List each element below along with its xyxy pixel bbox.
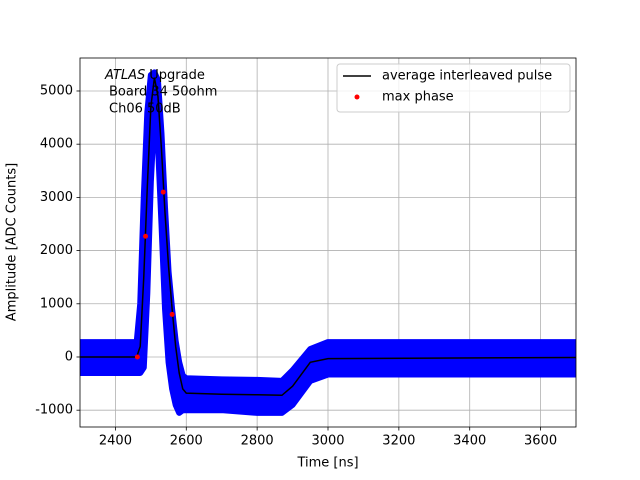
annotation-line: Upgrade bbox=[149, 68, 205, 83]
x-tick-label: 3400 bbox=[453, 434, 486, 449]
x-tick-label: 3000 bbox=[311, 434, 344, 449]
line bbox=[80, 77, 576, 397]
marker bbox=[134, 354, 140, 360]
x-tick-label: 3600 bbox=[524, 434, 557, 449]
annotation-line: Board 34 50ohm bbox=[109, 85, 217, 100]
y-tick-label: -1000 bbox=[35, 403, 73, 418]
legend-marker bbox=[354, 94, 360, 100]
plot-area bbox=[80, 69, 576, 416]
x-tick-label: 2800 bbox=[241, 434, 274, 449]
annotation-italic: ATLAS bbox=[104, 68, 145, 83]
marker bbox=[143, 233, 149, 239]
plot-frame bbox=[79, 57, 577, 428]
legend-label: max phase bbox=[382, 90, 454, 105]
y-tick-label: 2000 bbox=[40, 243, 73, 258]
x-axis-label: Time [ns] bbox=[296, 456, 358, 471]
data-band bbox=[80, 69, 576, 416]
y-tick-label: 0 bbox=[65, 349, 73, 364]
y-tick-label: 1000 bbox=[40, 296, 73, 311]
legend-box bbox=[336, 63, 571, 113]
annotation: ATLAS Upgrade bbox=[104, 68, 205, 83]
annotation-line: Ch06 50dB bbox=[109, 102, 181, 117]
x-tick-label: 2600 bbox=[170, 434, 203, 449]
x-tick-label: 2400 bbox=[99, 434, 132, 449]
y-tick-label: 5000 bbox=[40, 83, 73, 98]
marker bbox=[169, 311, 175, 317]
x-tick-label: 3200 bbox=[382, 434, 415, 449]
marker bbox=[160, 189, 166, 195]
y-tick-label: 4000 bbox=[40, 137, 73, 152]
y-axis-label: Amplitude [ADC Counts] bbox=[5, 163, 20, 321]
legend-label: average interleaved pulse bbox=[382, 69, 552, 84]
y-tick-label: 3000 bbox=[40, 190, 73, 205]
